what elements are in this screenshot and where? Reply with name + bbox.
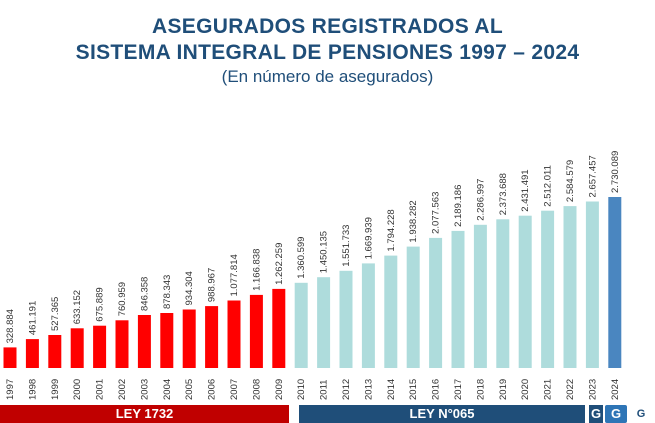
chart-subtitle: (En número de asegurados) (221, 67, 434, 86)
value-label-1999: 527.365 (50, 297, 61, 331)
year-label-2013: 2013 (363, 379, 374, 400)
bar-1997 (3, 347, 17, 368)
value-label-2016: 2.077.563 (431, 192, 442, 234)
bar-2014 (384, 255, 398, 368)
bar-2013 (361, 263, 375, 368)
value-label-2008: 1.166.838 (251, 249, 262, 291)
bar-2002 (115, 320, 129, 368)
bar-2019 (496, 219, 510, 368)
bar-2001 (93, 325, 107, 368)
value-label-2010: 1.360.599 (296, 237, 307, 279)
bar-2003 (137, 315, 151, 368)
value-label-2001: 675.889 (95, 287, 106, 321)
bar-2011 (317, 277, 331, 368)
year-label-2024: 2024 (610, 379, 621, 400)
value-label-2014: 1.794.228 (386, 209, 397, 251)
year-label-2011: 2011 (319, 380, 330, 400)
year-label-2021: 2021 (543, 379, 554, 400)
law-065-band: LEY N°065 (299, 405, 585, 423)
year-label-2023: 2023 (587, 379, 598, 400)
bar-2020 (518, 215, 532, 368)
bar-2012 (339, 270, 353, 368)
law-1732-band: LEY 1732 (0, 405, 289, 423)
logo-group: G G G (589, 404, 655, 423)
bar-2008 (249, 294, 263, 368)
year-label-2006: 2006 (207, 379, 218, 400)
bar-2005 (182, 309, 196, 368)
year-label-1997: 1997 (5, 379, 16, 400)
year-label-2017: 2017 (453, 379, 464, 400)
bar-2015 (406, 246, 420, 368)
value-label-1998: 461.191 (27, 301, 38, 335)
value-label-2006: 988.967 (207, 268, 218, 302)
value-label-2011: 1.450.135 (319, 231, 330, 273)
value-label-2018: 2.286.997 (475, 179, 486, 221)
bar-1999 (48, 335, 62, 368)
year-label-2014: 2014 (386, 379, 397, 400)
year-label-2020: 2020 (520, 379, 531, 400)
year-label-2002: 2002 (117, 379, 128, 400)
value-label-2012: 1.551.733 (341, 225, 352, 267)
year-label-2001: 2001 (95, 379, 106, 400)
bar-2023 (585, 201, 599, 368)
year-label-2010: 2010 (296, 379, 307, 400)
year-label-2004: 2004 (162, 379, 173, 400)
value-label-2005: 934.304 (184, 271, 195, 305)
bar-2007 (227, 300, 241, 368)
year-label-1999: 1999 (50, 379, 61, 400)
bar-2009 (272, 288, 286, 368)
value-label-2004: 878.343 (162, 275, 173, 309)
value-label-2003: 846.358 (139, 277, 150, 311)
logo-mark-1: G (589, 404, 603, 423)
value-label-2017: 2.189.186 (453, 185, 464, 227)
year-label-2007: 2007 (229, 379, 240, 400)
year-label-2018: 2018 (475, 379, 486, 400)
value-label-2009: 1.262.259 (274, 243, 285, 285)
year-label-2008: 2008 (251, 379, 262, 400)
logo-mark-3: G (629, 404, 653, 423)
year-label-2003: 2003 (139, 379, 150, 400)
value-label-2007: 1.077.814 (229, 254, 240, 296)
bar-2022 (563, 206, 577, 368)
bar-2010 (294, 282, 308, 368)
value-label-2000: 633.152 (72, 290, 83, 324)
chart-title-line-1: ASEGURADOS REGISTRADOS AL (152, 15, 503, 38)
year-label-2005: 2005 (184, 379, 195, 400)
bar-2006 (205, 306, 219, 368)
bar-2021 (541, 210, 555, 368)
value-label-2013: 1.669.939 (363, 217, 374, 259)
logo-mark-2: G (605, 404, 627, 423)
value-label-2015: 1.938.282 (408, 200, 419, 242)
year-label-2009: 2009 (274, 379, 285, 400)
year-label-2012: 2012 (341, 379, 352, 400)
year-label-2000: 2000 (72, 379, 83, 400)
year-label-2019: 2019 (498, 379, 509, 400)
bar-2018 (473, 224, 487, 368)
bar-2024 (608, 197, 622, 368)
bar-2017 (451, 230, 465, 368)
year-label-1998: 1998 (27, 379, 38, 400)
bar-1998 (25, 339, 39, 368)
year-label-2022: 2022 (565, 379, 576, 400)
value-label-2019: 2.373.688 (498, 173, 509, 215)
value-label-2002: 760.959 (117, 282, 128, 316)
bar-2016 (429, 237, 443, 368)
value-label-2021: 2.512.011 (543, 165, 554, 207)
value-label-2020: 2.431.491 (520, 169, 531, 211)
chart-title-line-2: SISTEMA INTEGRAL DE PENSIONES 1997 – 202… (75, 41, 580, 64)
year-label-2016: 2016 (431, 379, 442, 400)
year-label-2015: 2015 (408, 379, 419, 400)
bar-2004 (160, 313, 174, 368)
bar-2000 (70, 328, 84, 368)
value-label-2022: 2.584.579 (565, 160, 576, 202)
value-label-1997: 328.884 (5, 309, 16, 343)
value-label-2023: 2.657.457 (587, 155, 598, 197)
value-label-2024: 2.730.089 (610, 151, 621, 193)
